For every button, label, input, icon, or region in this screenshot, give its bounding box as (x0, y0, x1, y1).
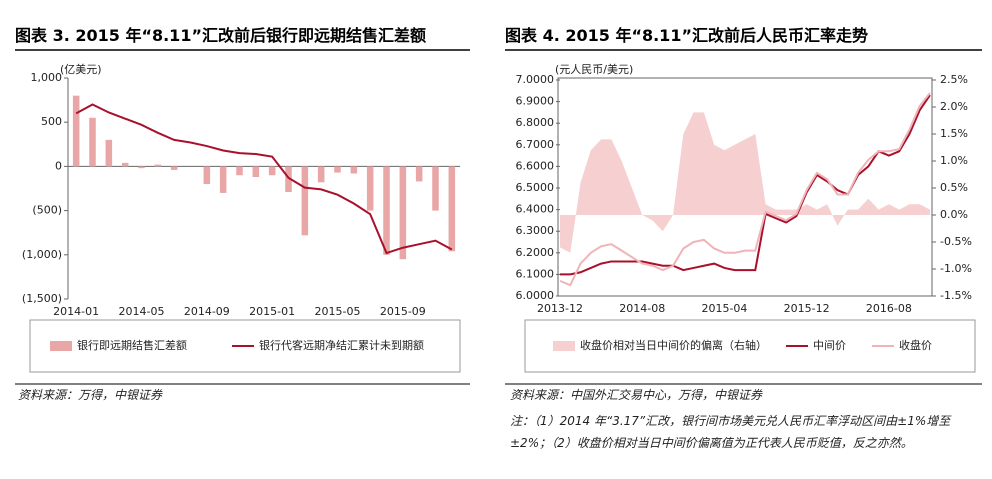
unit-label: (亿美元) (60, 63, 102, 76)
y2-tick-label: -1.5% (940, 289, 972, 302)
bar (121, 162, 129, 167)
bar (203, 166, 211, 185)
bar (399, 166, 407, 260)
legend-label: 收盘价相对当日中间价的偏离（右轴） (580, 338, 767, 352)
x-tick-label: 2014-08 (619, 302, 665, 315)
legend-swatch (50, 341, 72, 351)
bar (366, 166, 374, 211)
y2-tick-label: -1.0% (940, 262, 972, 275)
source: 资料来源：中国外汇交易中心，万得，中银证券 (510, 388, 763, 402)
y-tick-label: 6.4000 (516, 203, 555, 216)
y-tick-label: (500) (32, 204, 62, 217)
legend-label: 银行即远期结售汇差额 (77, 338, 187, 352)
legend-swatch (553, 341, 575, 351)
bar (285, 166, 292, 193)
y-tick-label: 6.0000 (516, 289, 555, 302)
legend-label: 收盘价 (899, 338, 932, 352)
y-tick-label: 0 (55, 159, 62, 172)
y-tick-label: 6.3000 (516, 224, 555, 237)
area (560, 112, 930, 253)
y-tick-label: 6.5000 (516, 181, 555, 194)
bar (138, 166, 145, 169)
x-tick-label: 2013-12 (537, 302, 583, 315)
x-tick-label: 2014-09 (184, 305, 230, 318)
y2-tick-label: 1.5% (940, 127, 968, 140)
plot-frame (557, 77, 933, 297)
x-tick-label: 2014-01 (53, 305, 99, 318)
legend-label: 银行代客远期净结汇累计未到期额 (259, 338, 424, 352)
bar (301, 166, 309, 236)
x-tick-label: 2015-09 (380, 305, 426, 318)
y-tick-label: 6.7000 (516, 138, 555, 151)
bar (72, 95, 80, 167)
y-tick-label: 6.2000 (516, 246, 555, 259)
x-tick-label: 2015-12 (784, 302, 830, 315)
bar (236, 166, 243, 176)
note: 注：（1）2014 年“3.17”汇改，银行间市场美元兑人民币汇率浮动区间由±1… (510, 414, 951, 450)
y2-tick-label: 1.0% (940, 154, 968, 167)
y-tick-label: 6.1000 (516, 267, 555, 280)
bar (268, 166, 276, 176)
line (559, 92, 931, 287)
y2-tick-label: 0.5% (940, 181, 968, 194)
bar (154, 164, 162, 167)
x-tick-label: 2015-04 (701, 302, 747, 315)
line (560, 94, 931, 276)
x-tick-label: 2015-05 (315, 305, 361, 318)
bar (105, 139, 113, 167)
bar (432, 166, 439, 211)
y2-tick-label: 2.0% (940, 100, 968, 113)
chart-title: 图表 4. 2015 年“8.11”汇改前后人民币汇率走势 (505, 26, 868, 45)
x-tick-label: 2014-05 (119, 305, 165, 318)
legend-box (524, 319, 976, 373)
y2-tick-label: 0.0% (940, 208, 968, 221)
y-tick-label: 1,000 (31, 71, 63, 84)
y-tick-label: 6.9000 (516, 95, 555, 108)
y2-tick-label: 2.5% (940, 73, 968, 86)
bar (219, 166, 227, 193)
bar (334, 166, 341, 173)
y-tick-label: 6.8000 (516, 116, 555, 129)
x-tick-label: 2015-01 (249, 305, 295, 318)
source: 资料来源：万得，中银证券 (18, 388, 163, 402)
unit-label: (元人民币/美元) (555, 63, 633, 76)
y-tick-label: 6.6000 (516, 159, 555, 172)
y-tick-label: 500 (41, 115, 62, 128)
y-tick-label: (1,500) (22, 292, 62, 305)
bar (89, 117, 96, 167)
bar (252, 166, 260, 178)
legend-box (29, 319, 461, 373)
y-tick-label: (1,000) (22, 248, 62, 261)
line (75, 103, 453, 255)
bar (350, 166, 358, 174)
bar (317, 166, 325, 183)
bar (415, 166, 423, 182)
bar (383, 166, 390, 255)
y-tick-label: 7.0000 (516, 73, 555, 86)
bar (448, 166, 456, 252)
legend-label: 中间价 (813, 339, 846, 352)
y2-tick-label: -0.5% (940, 235, 972, 248)
x-tick-label: 2016-08 (866, 302, 912, 315)
bar (170, 166, 178, 170)
chart-title: 图表 3. 2015 年“8.11”汇改前后银行即远期结售汇差额 (15, 26, 426, 45)
